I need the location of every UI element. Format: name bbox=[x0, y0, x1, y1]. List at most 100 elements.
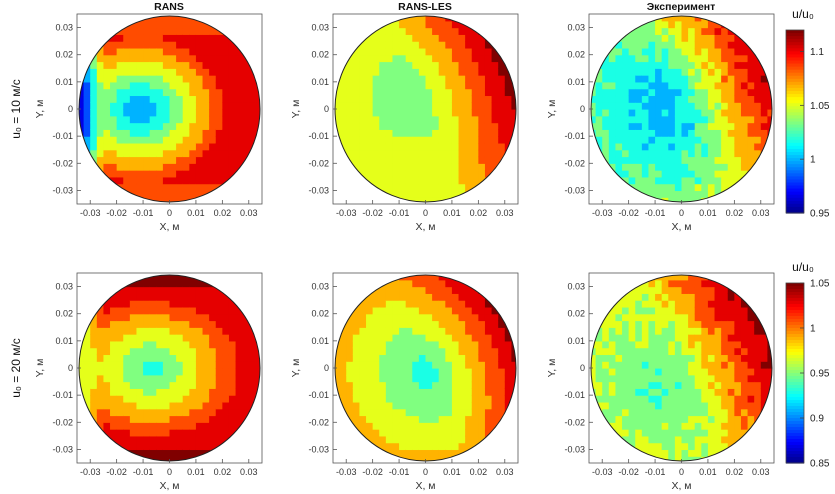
contour-cell bbox=[714, 163, 722, 171]
contour-cell bbox=[721, 109, 729, 117]
contour-cell bbox=[228, 327, 237, 335]
contour-cell bbox=[366, 327, 374, 335]
contour-cell bbox=[674, 27, 683, 35]
contour-cell bbox=[668, 374, 676, 383]
contour-cell bbox=[425, 61, 433, 69]
contour-cell bbox=[352, 381, 361, 389]
contour-cell bbox=[774, 68, 781, 75]
contour-cell bbox=[169, 142, 177, 151]
contour-cell bbox=[721, 163, 729, 171]
contour-cell bbox=[438, 61, 446, 69]
contour-cell bbox=[596, 7, 603, 14]
contour-cell bbox=[615, 129, 623, 137]
contour-cell bbox=[412, 47, 420, 56]
contour-cell bbox=[484, 415, 493, 423]
contour-cell bbox=[405, 142, 413, 151]
contour-cell bbox=[635, 388, 643, 396]
contour-cell bbox=[458, 61, 466, 69]
contour-cell bbox=[176, 388, 184, 396]
contour-cell bbox=[385, 422, 394, 430]
contour-cell bbox=[235, 306, 243, 315]
contour-cell bbox=[438, 88, 446, 97]
contour-cell bbox=[438, 47, 446, 56]
contour-cell bbox=[372, 41, 380, 49]
contour-cell bbox=[209, 347, 217, 356]
contour-cell bbox=[379, 327, 387, 335]
contour-cell bbox=[262, 409, 269, 416]
contour-cell bbox=[399, 142, 407, 151]
contour-cell bbox=[721, 102, 729, 110]
contour-cell bbox=[622, 109, 630, 117]
contour-cell bbox=[471, 68, 479, 76]
contour-cell bbox=[202, 334, 210, 342]
contour-cell bbox=[694, 20, 702, 29]
contour-cell bbox=[615, 300, 623, 308]
contour-cell bbox=[491, 388, 499, 396]
contour-cell bbox=[90, 320, 98, 328]
contour-cell bbox=[668, 20, 676, 29]
x-tick-label: 0.03 bbox=[240, 467, 258, 477]
contour-cell bbox=[333, 266, 340, 273]
contour-cell bbox=[379, 54, 387, 63]
contour-cell bbox=[339, 68, 347, 76]
x-tick-label: 0 bbox=[423, 467, 428, 477]
contour-cell bbox=[484, 136, 493, 144]
contour-cell bbox=[129, 176, 138, 185]
contour-cell bbox=[655, 334, 663, 342]
contour-cell bbox=[162, 306, 171, 315]
contour-cell bbox=[701, 334, 709, 342]
contour-cell bbox=[372, 75, 380, 83]
contour-cell bbox=[143, 266, 150, 273]
contour-cell bbox=[379, 429, 387, 437]
contour-cell bbox=[176, 95, 184, 103]
contour-cell bbox=[189, 34, 197, 42]
contour-cell bbox=[83, 361, 91, 369]
contour-cell bbox=[149, 61, 157, 69]
contour-cell bbox=[655, 61, 663, 69]
contour-cell bbox=[668, 286, 676, 294]
contour-cell bbox=[359, 361, 367, 369]
contour-cell bbox=[602, 320, 610, 328]
contour-cell bbox=[335, 109, 341, 117]
contour-cell bbox=[412, 190, 420, 198]
y-tick-label: -0.02 bbox=[308, 158, 329, 168]
contour-cell bbox=[189, 75, 197, 83]
contour-cell bbox=[608, 334, 617, 342]
contour-cell bbox=[432, 102, 440, 110]
contour-cell bbox=[478, 7, 485, 14]
contour-cell bbox=[641, 109, 650, 117]
contour-cell bbox=[110, 170, 118, 178]
contour-cell bbox=[714, 395, 722, 403]
contour-cell bbox=[661, 327, 669, 335]
contour-cell bbox=[747, 47, 755, 56]
contour-cell bbox=[688, 442, 696, 451]
contour-cell bbox=[379, 149, 387, 158]
contour-cell bbox=[445, 156, 453, 164]
contour-cell bbox=[392, 415, 400, 423]
contour-cell bbox=[681, 75, 689, 83]
contour-cell bbox=[471, 142, 479, 151]
contour-cell bbox=[681, 279, 689, 288]
contour-cell bbox=[451, 279, 460, 288]
contour-cell bbox=[110, 136, 118, 144]
contour-cell bbox=[235, 354, 243, 362]
contour-cell bbox=[608, 395, 617, 403]
y-tick-label: -0.03 bbox=[308, 185, 329, 195]
contour-cell bbox=[222, 429, 230, 437]
contour-cell bbox=[103, 361, 111, 369]
contour-cell bbox=[451, 54, 460, 63]
y-tick-label: -0.03 bbox=[308, 444, 329, 454]
y-tick-label: -0.03 bbox=[564, 185, 585, 195]
contour-cell bbox=[491, 122, 499, 130]
contour-cell bbox=[228, 334, 237, 342]
y-tick-label: 0 bbox=[580, 104, 585, 114]
contour-cell bbox=[385, 88, 394, 97]
contour-cell bbox=[694, 54, 702, 63]
contour-cell bbox=[655, 170, 663, 178]
contour-cell bbox=[195, 170, 204, 178]
contour-cell bbox=[589, 7, 596, 14]
contour-cell bbox=[471, 54, 479, 63]
contour-cell bbox=[195, 190, 204, 198]
contour-cell bbox=[674, 102, 683, 110]
contour-cell bbox=[635, 442, 643, 451]
